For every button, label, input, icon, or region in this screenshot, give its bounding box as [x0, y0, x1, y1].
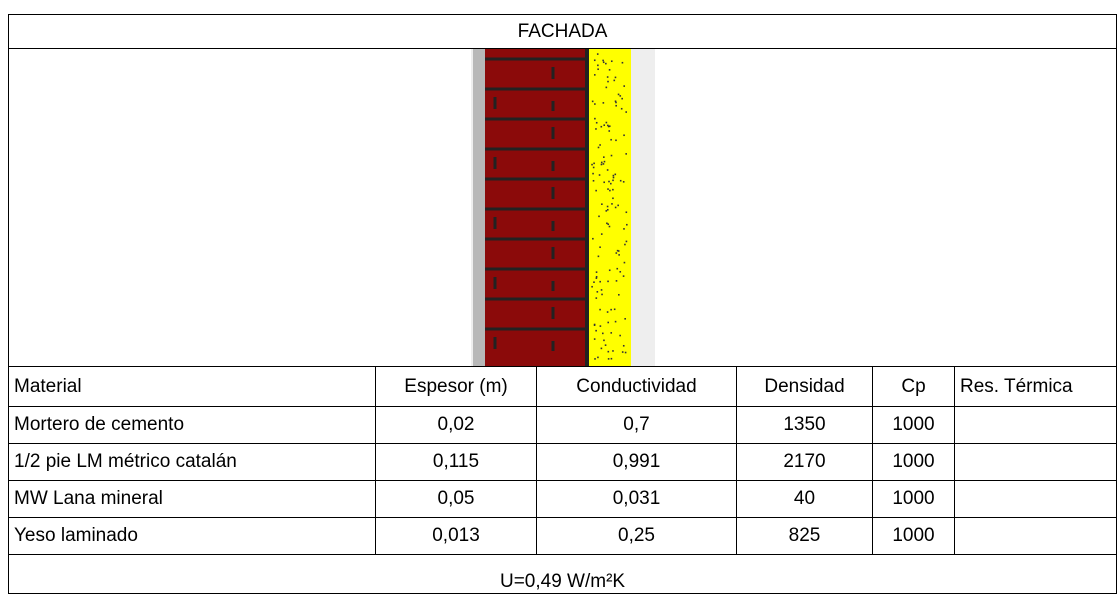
- empty-cell: [953, 406, 1118, 444]
- wall-image-cell: [7, 48, 1118, 367]
- table-row: 1/2 pie LM métrico catalán 0,115 0,991 2170…: [8, 443, 1118, 481]
- header-cell: Cp: [872, 366, 955, 407]
- value-cell: 0,031: [536, 480, 737, 518]
- value-cell: 0,02: [375, 406, 537, 444]
- title: FACHADA: [7, 14, 1118, 49]
- value-cell: 0,05: [375, 480, 537, 518]
- material-cell: Yeso laminado: [8, 517, 376, 555]
- value-cell: 0,991: [536, 443, 737, 481]
- header-cell: Espesor (m): [375, 366, 537, 407]
- empty-cell: [953, 480, 1118, 518]
- table-row: MW Lana mineral 0,05 0,031 40 1000: [8, 480, 1118, 518]
- value-cell: 2170: [736, 443, 873, 481]
- header-cell: Res. Térmica: [953, 366, 1118, 407]
- header-cell: Material: [8, 366, 376, 407]
- value-cell: 40: [736, 480, 873, 518]
- u-value: U=0,49 W/m²K: [7, 554, 1118, 594]
- header-cell: Densidad: [736, 366, 873, 407]
- header-cell: Conductividad: [536, 366, 737, 407]
- material-cell: Mortero de cemento: [8, 406, 376, 444]
- table-row: Mortero de cemento 0,02 0,7 1350 1000: [8, 406, 1118, 444]
- value-cell: 1000: [872, 480, 955, 518]
- wall-section-image: [470, 49, 655, 366]
- footer-row: U=0,49 W/m²K: [7, 554, 1118, 594]
- table-row: Yeso laminado 0,013 0,25 825 1000: [8, 517, 1118, 555]
- value-cell: 0,25: [536, 517, 737, 555]
- value-cell: 0,013: [375, 517, 537, 555]
- value-cell: 1000: [872, 406, 955, 444]
- value-cell: 825: [736, 517, 873, 555]
- value-cell: 1000: [872, 517, 955, 555]
- facade-table: FACHADA Material Espesor (m) Conductividad…: [7, 14, 1118, 594]
- material-cell: 1/2 pie LM métrico catalán: [8, 443, 376, 481]
- value-cell: 1350: [736, 406, 873, 444]
- material-cell: MW Lana mineral: [8, 480, 376, 518]
- empty-cell: [953, 517, 1118, 555]
- empty-cell: [953, 443, 1118, 481]
- value-cell: 1000: [872, 443, 955, 481]
- value-cell: 0,7: [536, 406, 737, 444]
- value-cell: 0,115: [375, 443, 537, 481]
